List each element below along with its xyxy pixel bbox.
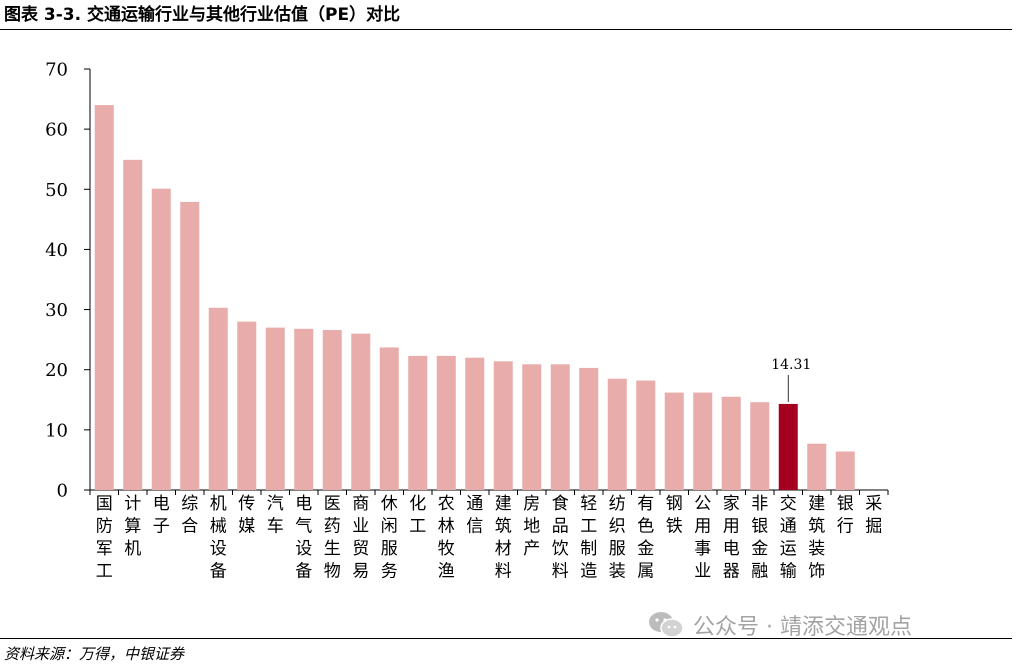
- top-rule: [0, 29, 1012, 30]
- category-label: 农林牧渔: [438, 494, 455, 582]
- category-label: 机械设备: [210, 494, 227, 582]
- bar-17: [550, 364, 570, 490]
- bar-10: [351, 333, 371, 490]
- watermark-text: 公众号 · 靖添交通观点: [693, 615, 912, 640]
- y-tick-label: 60: [45, 120, 68, 141]
- bar-4: [180, 201, 200, 490]
- category-label: 食品饮料: [552, 494, 569, 582]
- bar-1: [94, 105, 114, 490]
- category-label: 医药生物: [324, 494, 341, 582]
- y-tick-label: 40: [45, 240, 68, 261]
- category-label: 综合: [181, 494, 198, 537]
- category-labels: 国防军工计算机电子综合机械设备传媒汽车电气设备医药生物商业贸易休闲服务化工农林牧…: [96, 494, 883, 582]
- bar-6: [237, 321, 257, 490]
- y-tick-label: 30: [45, 300, 68, 321]
- category-label: 有色金属: [637, 494, 654, 582]
- y-tick-label: 70: [45, 60, 68, 81]
- category-label: 轻工制造: [580, 494, 597, 582]
- category-label: 汽车: [267, 494, 284, 537]
- bar-8: [294, 328, 314, 490]
- category-label: 休闲服务: [381, 494, 398, 582]
- bar-14: [465, 357, 485, 490]
- bar-25: [778, 403, 798, 490]
- y-tick-label: 10: [45, 420, 68, 441]
- category-label: 电子: [153, 494, 170, 537]
- category-label: 通信: [466, 494, 483, 537]
- bar-26: [807, 443, 827, 490]
- wechat-icon: [649, 612, 684, 638]
- bar-15: [493, 361, 513, 490]
- category-label: 商业贸易: [352, 494, 369, 582]
- bar-2: [123, 159, 143, 490]
- category-label: 化工: [409, 494, 426, 537]
- annotation-label: 14.31: [771, 357, 811, 373]
- bar-27: [835, 451, 855, 490]
- category-label: 传媒: [238, 494, 255, 537]
- y-tick-label: 0: [57, 481, 68, 502]
- category-label: 电气设备: [295, 494, 312, 582]
- bar-7: [265, 327, 285, 490]
- y-tick-label: 50: [45, 180, 68, 201]
- category-label: 交通运输: [780, 494, 797, 582]
- bar-12: [408, 355, 428, 490]
- bar-chart: 0 10 20 30 40 50 60 70 国防军工计算机电子综合机械设备传媒汽车电气设备医…: [45, 60, 889, 582]
- category-label: 采掘: [865, 494, 882, 537]
- category-label: 国防军工: [96, 494, 113, 582]
- bar-20: [636, 380, 656, 490]
- bar-22: [693, 392, 713, 490]
- bar-16: [522, 364, 542, 490]
- category-label: 建筑装饰: [808, 494, 825, 582]
- category-label: 建筑材料: [495, 494, 512, 582]
- category-label: 银行: [837, 494, 854, 537]
- source-note: 资料来源：万得，中银证券: [4, 645, 185, 663]
- watermark: 公众号 · 靖添交通观点: [647, 607, 912, 643]
- bar-19: [607, 378, 627, 490]
- chart-title: 图表 3-3. 交通运输行业与其他行业估值（PE）对比: [4, 5, 401, 25]
- category-label: 房地产: [523, 494, 540, 559]
- category-label: 公用事业: [694, 494, 711, 582]
- bar-18: [579, 367, 599, 490]
- y-axis: 0 10 20 30 40 50 60 70: [45, 60, 91, 502]
- bar-24: [750, 402, 770, 490]
- bar-9: [322, 330, 342, 490]
- bar-5: [208, 307, 228, 490]
- bar-21: [664, 392, 684, 490]
- category-label: 纺织服装: [609, 494, 626, 582]
- bottom-rule: [0, 638, 1012, 639]
- bar-23: [721, 396, 741, 490]
- y-tick-label: 20: [45, 360, 68, 381]
- bar-3: [151, 188, 171, 491]
- bar-13: [436, 355, 456, 490]
- annotations: 14.31: [771, 357, 811, 402]
- category-label: 计算机: [124, 494, 141, 559]
- category-label: 钢铁: [666, 494, 683, 537]
- bars: [94, 105, 855, 491]
- bar-11: [379, 347, 399, 490]
- category-label: 非银金融: [751, 494, 768, 582]
- category-label: 家用电器: [723, 494, 740, 582]
